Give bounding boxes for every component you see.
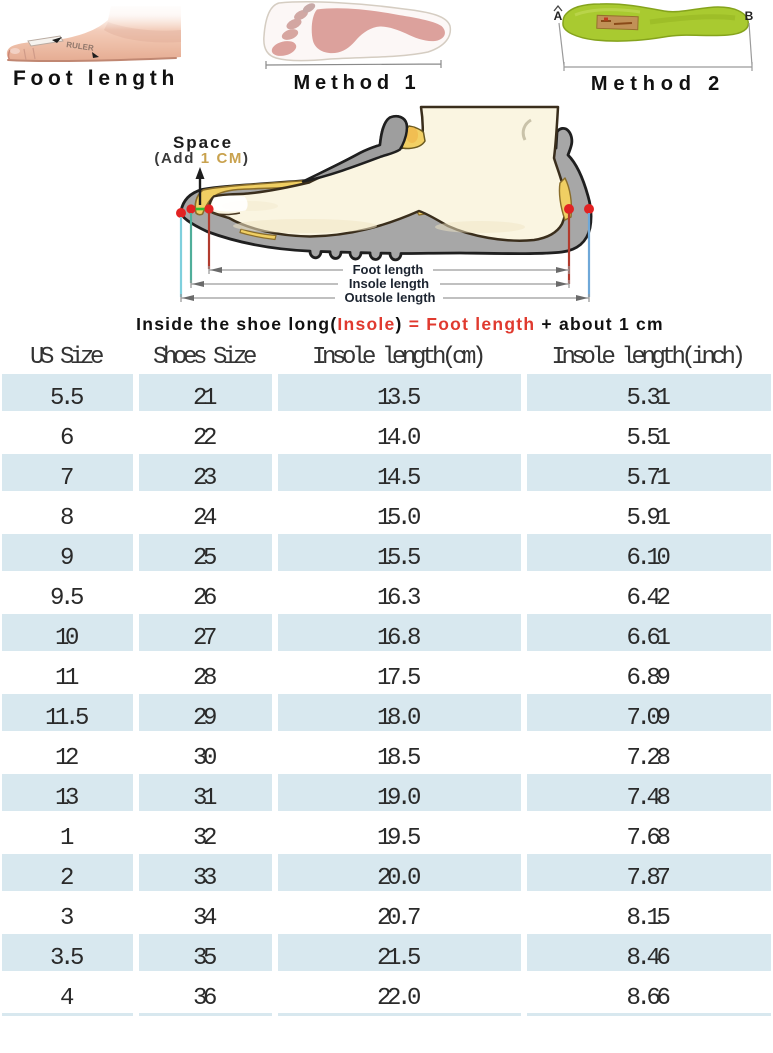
svg-text:(Add 1 CM): (Add 1 CM) bbox=[154, 150, 249, 167]
svg-text:A: A bbox=[554, 9, 563, 23]
svg-text:B: B bbox=[745, 9, 754, 23]
svg-text:Space: Space bbox=[173, 133, 233, 152]
svg-text:Method 2: Method 2 bbox=[591, 73, 725, 95]
svg-text:Insole length: Insole length bbox=[349, 276, 429, 291]
svg-text:Foot length: Foot length bbox=[353, 262, 424, 277]
svg-text:Method 1: Method 1 bbox=[294, 72, 421, 94]
svg-text:Foot length: Foot length bbox=[13, 67, 179, 90]
svg-text:RULER: RULER bbox=[66, 40, 95, 53]
svg-text:Inside the shoe long(Insole) =: Inside the shoe long(Insole) = Foot leng… bbox=[136, 314, 664, 334]
svg-text:Outsole length: Outsole length bbox=[345, 290, 436, 305]
